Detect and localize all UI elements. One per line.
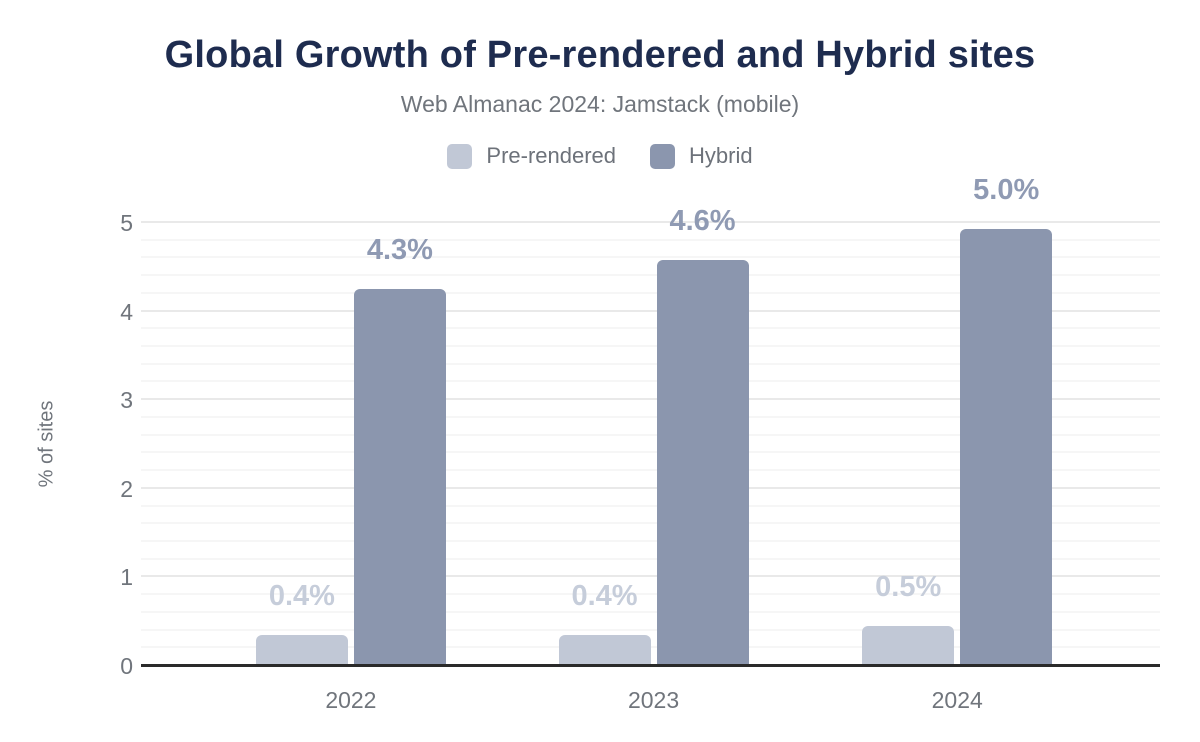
gridline-minor [141,345,1160,348]
gridline-major [141,221,1160,223]
legend-label-pre-rendered: Pre-rendered [486,143,617,168]
y-axis-tick-label: 4 [120,298,133,325]
gridline-minor [141,415,1160,418]
gridline-minor [141,274,1160,277]
legend-item-hybrid: Hybrid [650,143,753,169]
gridline-minor [141,327,1160,330]
gridline-minor [141,451,1160,454]
legend-label-hybrid: Hybrid [689,143,753,168]
bar-value-label-pre-rendered-2022: 0.4% [268,580,335,612]
bar-hybrid-2022 [353,289,446,666]
bar-slot-hybrid-2023: 4.6% [656,205,749,666]
bar-slot-pre-rendered-2023: 0.4% [558,580,651,666]
bar-value-label-hybrid-2023: 4.6% [669,205,736,238]
bar-pre-rendered-2023 [558,635,651,666]
bar-value-label-pre-rendered-2023: 0.4% [571,580,638,612]
gridline-minor [141,539,1160,542]
gridline-minor [141,557,1160,560]
gridline-minor [141,522,1160,525]
legend-swatch-hybrid [650,143,676,169]
legend-item-pre-rendered: Pre-rendered [447,143,616,169]
y-axis-tick-label: 0 [120,653,133,679]
x-axis-label-2024: 2024 [931,687,983,713]
bar-pre-rendered-2024 [862,626,955,666]
chart-subtitle: Web Almanac 2024: Jamstack (mobile) [400,91,800,117]
bar-value-label-hybrid-2024: 5.0% [973,174,1040,207]
bar-slot-pre-rendered-2024: 0.5% [862,571,955,666]
x-axis-line [141,664,1160,667]
gridline-minor [141,238,1160,241]
bar-value-label-hybrid-2022: 4.3% [366,234,433,267]
gridline-minor [141,380,1160,383]
bar-slot-hybrid-2024: 5.0% [960,174,1053,666]
y-axis-tick-label: 1 [120,564,133,591]
chart-title: Global Growth of Pre-rendered and Hybrid… [164,34,1036,76]
bar-hybrid-2023 [656,260,749,666]
x-axis-label-2022: 2022 [325,687,377,713]
bar-slot-hybrid-2022: 4.3% [353,234,446,666]
gridline-major [141,486,1160,489]
legend: Pre-rendered Hybrid [0,143,1200,169]
gridline-minor [141,433,1160,436]
gridline-major [141,309,1160,312]
bar-group-2023: 0.4% 4.6% [558,205,749,666]
y-axis-tick-label: 5 [120,210,133,236]
gridline-minor [141,628,1160,631]
bar-hybrid-2024 [960,229,1053,666]
gridline-minor [141,256,1160,259]
gridline-minor [141,610,1160,613]
y-axis-tick-label: 3 [120,387,133,414]
bar-pre-rendered-2022 [255,635,348,666]
bar-group-2024: 0.5% 5.0% [862,174,1053,666]
bar-group-2022: 0.4% 4.3% [255,234,446,666]
gridline-minor [141,469,1160,472]
gridline-minor [141,504,1160,507]
gridline-minor [141,291,1160,294]
gridline-minor [141,362,1160,365]
y-axis-title: % of sites [35,400,58,488]
x-axis-label-2023: 2023 [627,687,680,713]
plot-area: 0.4% 4.3% 2022 0.4% 4.6% 2023 0.5% 5.0% 2024 [141,174,1160,713]
gridline-major [141,398,1160,401]
legend-swatch-pre-rendered [447,143,473,169]
bar-value-label-pre-rendered-2024: 0.5% [875,571,942,604]
gridline-minor [141,593,1160,596]
gridline-major [141,575,1160,578]
y-axis-tick-label: 2 [120,475,133,502]
bar-slot-pre-rendered-2022: 0.4% [255,580,348,666]
